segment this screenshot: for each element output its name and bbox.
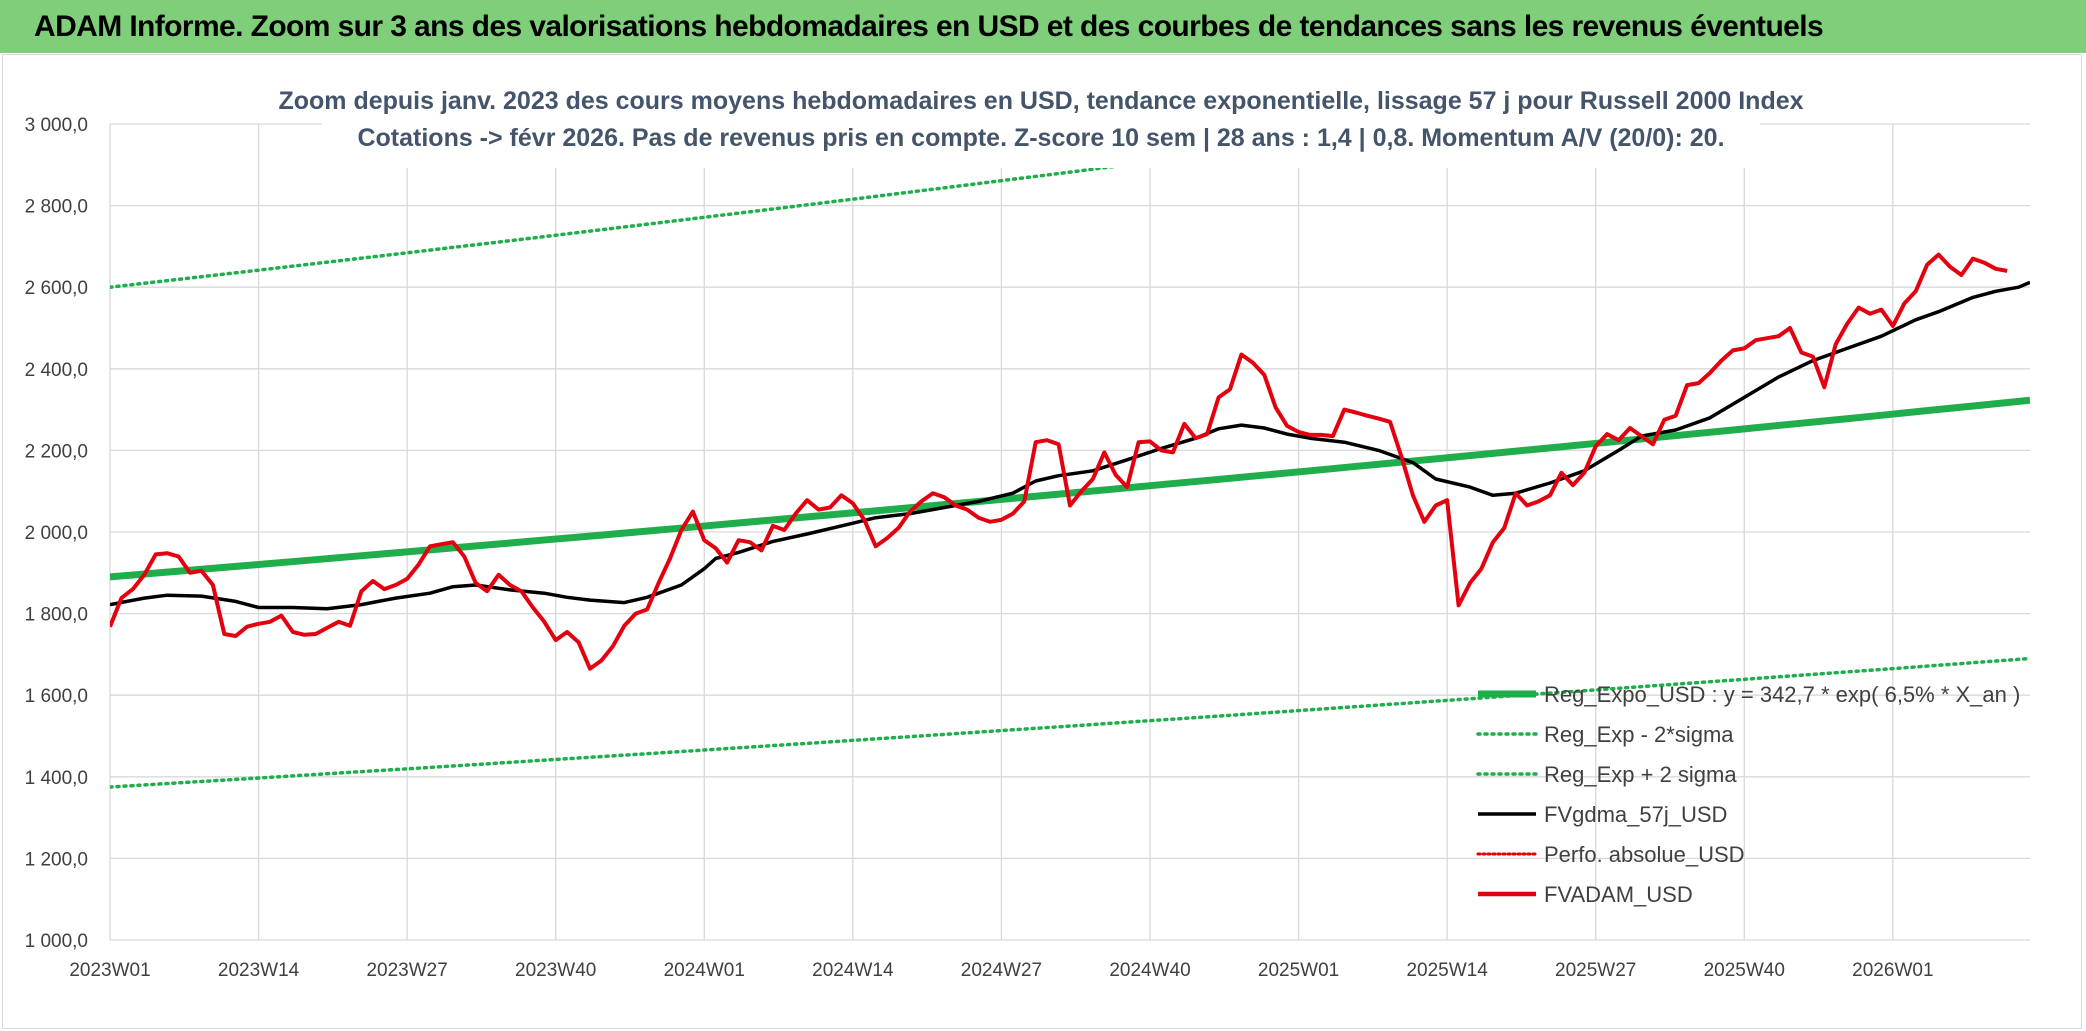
chart-frame — [2, 54, 2082, 1029]
legend-label: Reg_Expo_USD : y = 342,7 * exp( 6,5% * X… — [1544, 682, 2020, 707]
chart-title-line: Zoom depuis janv. 2023 des cours moyens … — [278, 87, 1803, 115]
legend-label: FVADAM_USD — [1544, 882, 1693, 907]
x-tick-label: 2025W27 — [1555, 960, 1636, 981]
x-tick-label: 2023W27 — [366, 960, 447, 981]
y-tick-label: 1 000,0 — [25, 931, 88, 952]
y-tick-label: 2 200,0 — [25, 441, 88, 462]
x-tick-label: 2024W40 — [1109, 960, 1190, 981]
x-tick-label: 2024W27 — [961, 960, 1042, 981]
series-group — [110, 122, 2030, 789]
y-tick-label: 2 000,0 — [25, 523, 88, 544]
y-tick-label: 1 600,0 — [25, 686, 88, 707]
x-tick-label: 2025W14 — [1406, 960, 1488, 981]
fvadam-line — [110, 252, 2008, 671]
y-tick-label: 2 600,0 — [25, 278, 88, 299]
y-tick-label: 1 400,0 — [25, 768, 88, 789]
chart-title-line: Cotations -> févr 2026. Pas de revenus p… — [357, 124, 1724, 152]
legend-label: Perfo. absolue_USD — [1544, 842, 1745, 867]
y-tick-label: 1 200,0 — [25, 849, 88, 870]
x-tick-label: 2026W01 — [1852, 960, 1933, 981]
x-tick-label: 2024W14 — [812, 960, 894, 981]
x-tick-label: 2024W01 — [664, 960, 745, 981]
lower-band-line — [110, 656, 2030, 789]
x-tick-label: 2023W40 — [515, 960, 596, 981]
regression-line — [110, 396, 2030, 581]
y-tick-label: 2 400,0 — [25, 360, 88, 381]
x-tick-label: 2025W01 — [1258, 960, 1339, 981]
y-tick-label: 1 800,0 — [25, 605, 88, 626]
x-tick-label: 2023W14 — [218, 960, 300, 981]
legend-label: FVgdma_57j_USD — [1544, 802, 1727, 827]
legend-label: Reg_Exp - 2*sigma — [1544, 722, 1734, 747]
legend-label: Reg_Exp + 2 sigma — [1544, 762, 1737, 787]
y-tick-label: 3 000,0 — [25, 115, 88, 136]
header-title: ADAM Informe. Zoom sur 3 ans des valoris… — [0, 0, 2086, 53]
y-tick-label: 2 800,0 — [25, 197, 88, 218]
chart-title-background — [322, 76, 1760, 168]
x-tick-label: 2023W01 — [69, 960, 150, 981]
upper-band-line — [110, 122, 1473, 289]
fvgdma-line — [110, 280, 2030, 611]
x-tick-label: 2025W40 — [1704, 960, 1785, 981]
